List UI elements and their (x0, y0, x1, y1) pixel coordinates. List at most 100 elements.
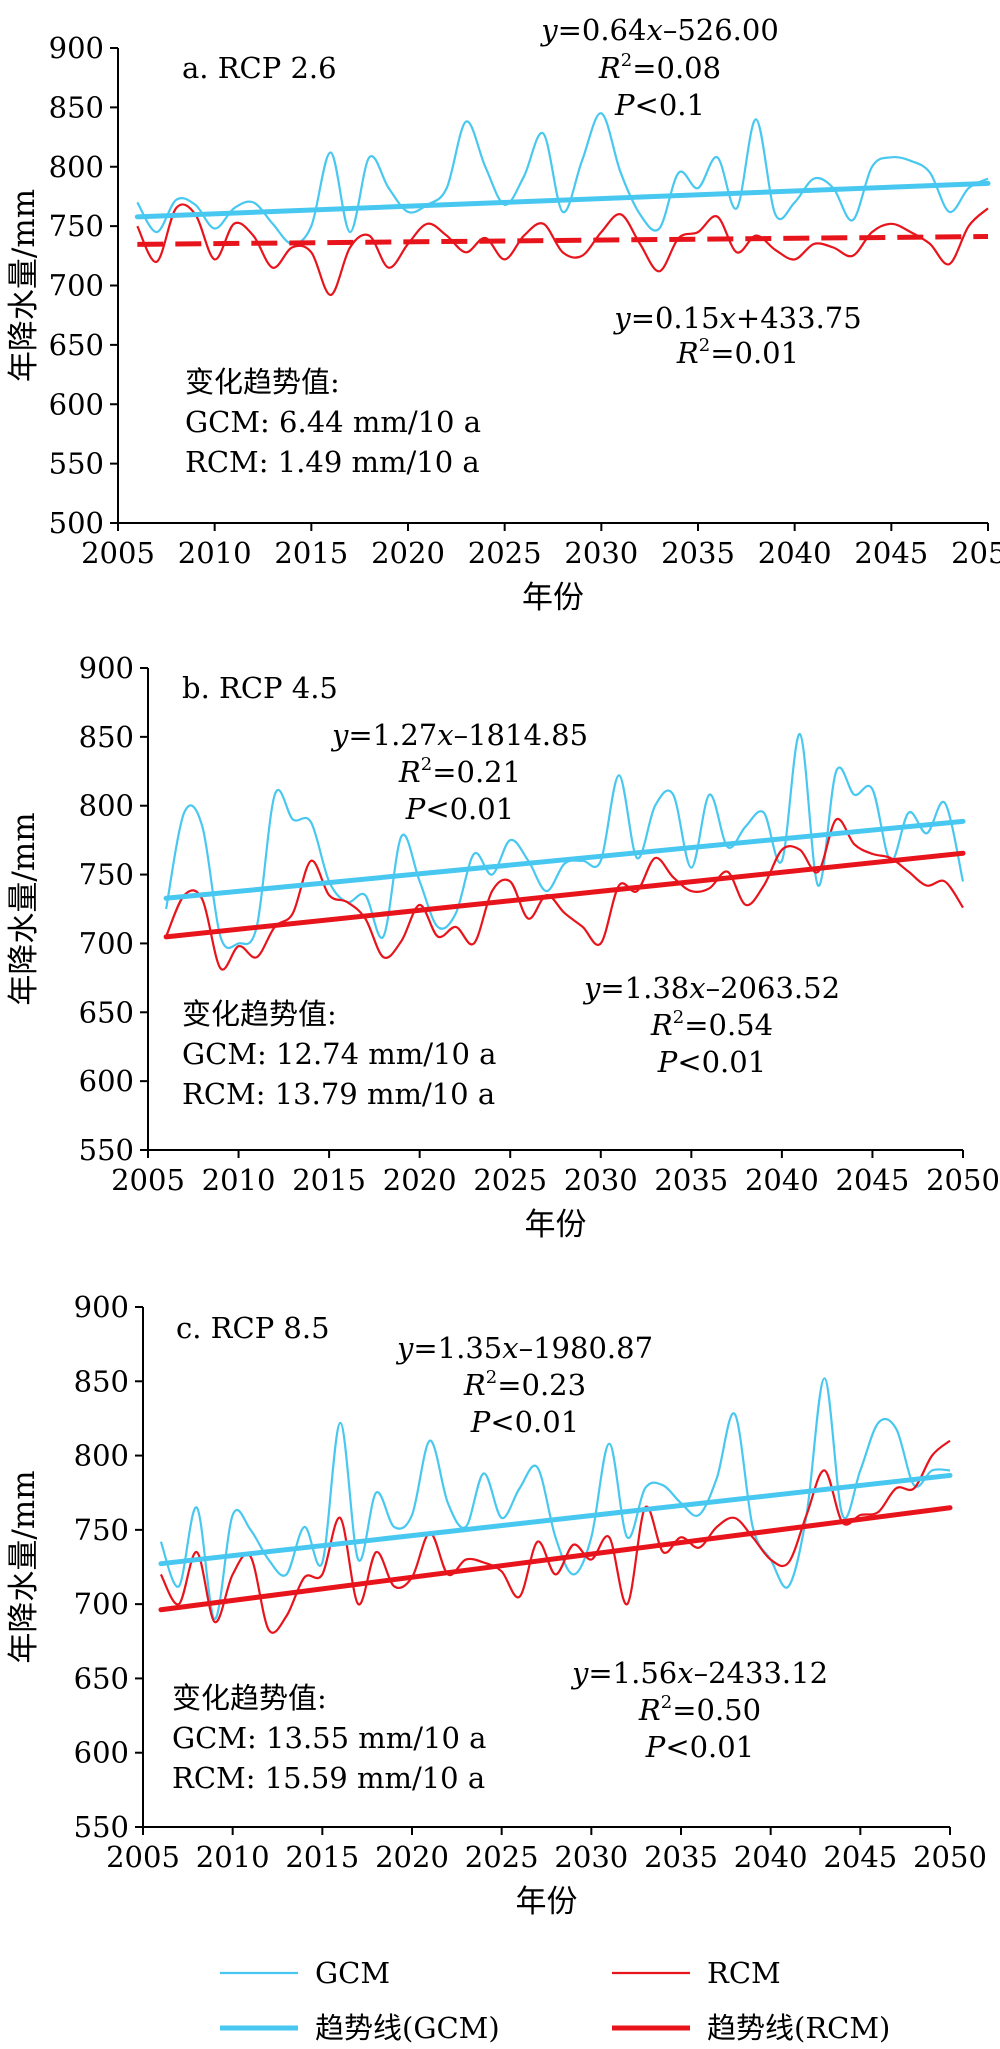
r-squared: R2=0.50 (638, 1692, 761, 1727)
series-line-gcm (165, 732, 965, 949)
y-tick-label: 900 (79, 651, 134, 685)
x-tick-label: 2005 (81, 536, 155, 570)
trend-summary-rcm: RCM: 13.79 mm/10 a (182, 1077, 495, 1111)
r-squared: R2=0.54 (650, 1007, 773, 1042)
y-tick-label: 850 (74, 1364, 129, 1398)
series-line-rcm (136, 203, 989, 297)
panel-title: c. RCP 8.5 (176, 1311, 330, 1345)
y-tick-label: 650 (49, 328, 104, 362)
series-line-gcm (136, 112, 989, 246)
x-axis-label: 年份 (516, 1884, 578, 1920)
y-tick-label: 750 (79, 858, 134, 892)
legend-label: 趋势线(GCM) (315, 2011, 500, 2045)
x-axis-label: 年份 (525, 1207, 587, 1243)
legend-item: RCM (612, 1956, 781, 1990)
x-tick-label: 2040 (745, 1163, 819, 1197)
trend-line-gcm (158, 1472, 953, 1567)
regression-equation: y=0.15x+433.75 (612, 301, 861, 335)
y-tick-label: 700 (49, 269, 104, 303)
trend-summary-title: 变化趋势值: (185, 365, 340, 399)
y-tick-label: 850 (79, 720, 134, 754)
y-tick-label: 850 (49, 90, 104, 124)
y-tick-label: 700 (74, 1587, 129, 1621)
y-tick-label: 650 (79, 995, 134, 1029)
x-tick-label: 2040 (734, 1840, 808, 1874)
y-tick-label: 650 (74, 1661, 129, 1695)
trend-summary-rcm: RCM: 15.59 mm/10 a (172, 1761, 485, 1795)
x-tick-label: 2035 (654, 1163, 728, 1197)
x-tick-label: 2030 (554, 1840, 628, 1874)
legend: GCM RCM 趋势线(GCM) 趋势线(RCM) (220, 1956, 890, 2045)
y-tick-label: 750 (74, 1513, 129, 1547)
trend-line-rcm (158, 1505, 953, 1613)
x-tick-label: 2025 (468, 536, 542, 570)
trend-line-rcm (137, 234, 989, 247)
trend-summary-gcm: GCM: 6.44 mm/10 a (185, 405, 481, 439)
y-tick-label: 500 (49, 506, 104, 540)
legend-label: GCM (315, 1956, 390, 1990)
panel-title: a. RCP 2.6 (182, 51, 337, 85)
y-tick-label: 800 (79, 789, 134, 823)
trend-line-rcm (163, 850, 966, 940)
panel-title: b. RCP 4.5 (182, 671, 338, 705)
p-value: P<0.1 (614, 88, 705, 122)
trend-line-gcm (163, 818, 966, 901)
x-tick-label: 2020 (375, 1840, 449, 1874)
r-squared: R2=0.21 (398, 754, 521, 789)
p-value: P<0.01 (405, 792, 514, 826)
regression-equation: y=1.56x–2433.12 (570, 1656, 828, 1690)
regression-equation: y=1.38x–2063.52 (582, 971, 840, 1005)
trend-summary-gcm: GCM: 13.55 mm/10 a (172, 1721, 486, 1755)
trend-summary-gcm: GCM: 12.74 mm/10 a (182, 1037, 496, 1071)
p-value: P<0.01 (470, 1405, 579, 1439)
trend-summary-title: 变化趋势值: (172, 1681, 327, 1715)
legend-label: 趋势线(RCM) (707, 2011, 890, 2045)
x-tick-label: 2045 (836, 1163, 910, 1197)
y-axis-label: 年降水量/mm (6, 1470, 42, 1663)
r-squared: R2=0.01 (676, 335, 799, 370)
x-tick-label: 2050 (913, 1840, 987, 1874)
series-line-gcm (159, 1377, 951, 1621)
trend-summary-rcm: RCM: 1.49 mm/10 a (185, 445, 480, 479)
x-tick-label: 2005 (106, 1840, 180, 1874)
x-tick-label: 2035 (644, 1840, 718, 1874)
y-tick-label: 800 (49, 150, 104, 184)
x-tick-label: 2010 (196, 1840, 270, 1874)
y-tick-label: 800 (74, 1439, 129, 1473)
x-tick-label: 2035 (661, 536, 735, 570)
legend-item: GCM (220, 1956, 390, 1990)
x-tick-label: 2010 (202, 1163, 276, 1197)
legend-label: RCM (707, 1956, 781, 1990)
p-value: P<0.01 (657, 1045, 766, 1079)
x-tick-label: 2010 (178, 536, 252, 570)
y-tick-label: 750 (49, 209, 104, 243)
x-tick-label: 2015 (285, 1840, 359, 1874)
y-axis-label: 年降水量/mm (6, 812, 42, 1005)
x-tick-label: 2045 (854, 536, 928, 570)
legend-item: 趋势线(RCM) (612, 2011, 890, 2045)
x-tick-label: 2030 (564, 536, 638, 570)
x-tick-label: 2020 (383, 1163, 457, 1197)
panel-b: 550 600 650 700 750 800 850 900 2005 2010 2015 2020… (6, 651, 1000, 1243)
y-tick-label: 600 (49, 387, 104, 421)
x-tick-label: 2030 (564, 1163, 638, 1197)
panel-c: 550 600 650 700 750 800 850 900 2005 2010 2015 2020… (6, 1290, 987, 1920)
y-tick-label: 600 (79, 1064, 134, 1098)
y-tick-label: 550 (79, 1133, 134, 1167)
r-squared: R2=0.23 (463, 1367, 586, 1402)
x-tick-label: 2050 (926, 1163, 1000, 1197)
y-tick-label: 550 (74, 1810, 129, 1844)
x-tick-label: 2025 (473, 1163, 547, 1197)
x-tick-label: 2020 (371, 536, 445, 570)
y-axis-label: 年降水量/mm (6, 189, 42, 382)
y-tick-label: 900 (49, 31, 104, 65)
panel-a: 500 550 600 650 700 750 800 850 900 2005 2010 2015 2… (6, 13, 1000, 616)
x-tick-label: 2015 (274, 536, 348, 570)
x-tick-label: 2015 (292, 1163, 366, 1197)
x-tick-label: 2045 (823, 1840, 897, 1874)
y-tick-label: 700 (79, 926, 134, 960)
p-value: P<0.01 (645, 1730, 754, 1764)
y-tick-label: 600 (74, 1736, 129, 1770)
y-tick-label: 550 (49, 447, 104, 481)
